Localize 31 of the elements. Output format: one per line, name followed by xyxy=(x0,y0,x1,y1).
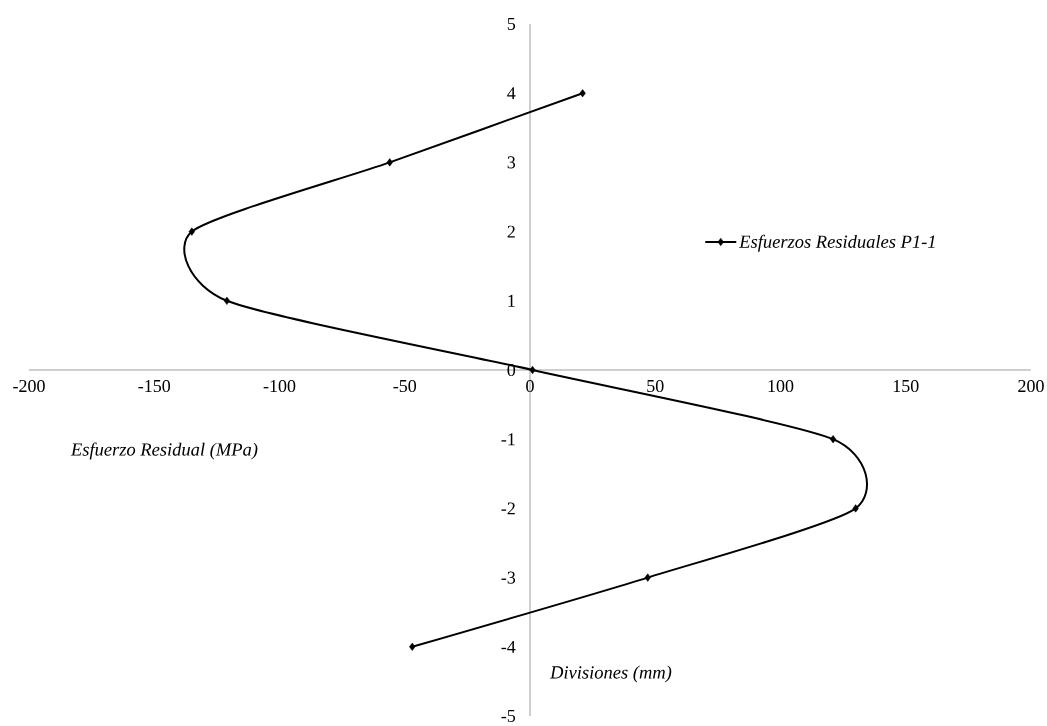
point xyxy=(830,435,837,444)
y-tick-label: -2 xyxy=(501,502,515,515)
x-tick-label: -200 xyxy=(13,379,45,393)
x-tick-label: 50 xyxy=(647,379,664,393)
point xyxy=(852,504,859,513)
x-tick-label: 150 xyxy=(893,379,919,393)
point xyxy=(529,365,536,375)
point xyxy=(188,227,195,236)
x-tick-label: -50 xyxy=(393,379,417,393)
y-tick-label: 5 xyxy=(507,18,516,30)
y-tick-label: 1 xyxy=(508,294,515,307)
x-tick-label: 0 xyxy=(526,379,534,393)
x-tick-label: -100 xyxy=(263,379,296,393)
point xyxy=(386,158,393,167)
point xyxy=(644,573,651,582)
y-tick-label: -4 xyxy=(501,640,516,653)
y-tick-label: 4 xyxy=(507,87,516,100)
point xyxy=(223,296,230,305)
y-axis-title: Divisiones (mm) xyxy=(549,665,672,683)
point xyxy=(409,642,416,651)
y-tick-label: -3 xyxy=(501,571,516,584)
x-tick-label: -150 xyxy=(138,379,171,393)
y-tick-label: 2 xyxy=(507,225,515,238)
point xyxy=(579,89,586,98)
x-axis-title: Esfuerzo Residual (MPa) xyxy=(70,442,258,460)
x-tick-label: 200 xyxy=(1018,379,1044,393)
y-tick-label: 3 xyxy=(507,156,516,169)
y-tick-label: -5 xyxy=(501,710,516,722)
legend-label: Esfuerzos Residuales P1-1 xyxy=(739,234,935,252)
y-tick-label: -1 xyxy=(501,433,515,446)
x-tick-label: 100 xyxy=(768,379,794,393)
